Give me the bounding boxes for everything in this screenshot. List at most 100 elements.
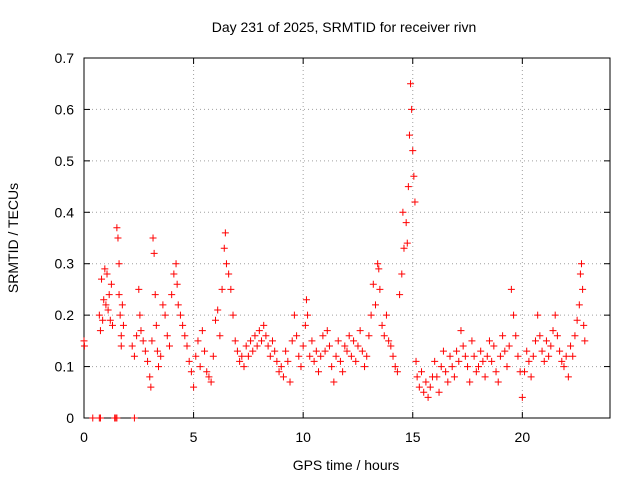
y-tick-label: 0.2 [55, 307, 75, 323]
data-point [404, 183, 412, 191]
data-point [371, 301, 379, 309]
data-point [203, 368, 211, 376]
data-point [343, 347, 351, 355]
data-point [407, 80, 415, 88]
data-point [255, 327, 263, 335]
data-point [558, 357, 566, 365]
data-point [205, 373, 213, 381]
data-point [424, 393, 432, 401]
data-point [387, 342, 395, 350]
data-point [358, 347, 366, 355]
data-point [393, 368, 401, 376]
data-point [363, 352, 371, 360]
data-point [325, 342, 333, 350]
data-point [455, 357, 463, 365]
data-point [396, 291, 404, 299]
data-point [105, 291, 113, 299]
data-point [222, 260, 230, 268]
data-point [426, 383, 434, 391]
data-point [151, 291, 159, 299]
x-tick-label: 15 [405, 429, 421, 445]
data-point [238, 352, 246, 360]
data-point [345, 332, 353, 340]
data-point [176, 311, 184, 319]
data-point [336, 357, 344, 365]
data-point [98, 275, 106, 283]
data-point [170, 270, 178, 278]
data-point [523, 347, 531, 355]
data-point [347, 352, 355, 360]
data-point [168, 291, 176, 299]
data-point [468, 337, 476, 345]
data-point [173, 280, 181, 288]
data-point [405, 131, 413, 139]
data-point [569, 352, 577, 360]
data-point [531, 337, 539, 345]
data-point [339, 368, 347, 376]
data-point [411, 198, 419, 206]
data-point [492, 368, 500, 376]
data-point [380, 332, 388, 340]
data-point [553, 332, 561, 340]
data-point [534, 311, 542, 319]
data-point [229, 311, 237, 319]
data-point [529, 352, 537, 360]
data-point [332, 352, 340, 360]
data-point [385, 337, 393, 345]
data-point [382, 311, 390, 319]
data-point [437, 363, 445, 371]
data-point [433, 373, 441, 381]
data-point [503, 363, 511, 371]
data-point [545, 352, 553, 360]
data-point [201, 347, 209, 355]
data-point [334, 337, 342, 345]
data-point [408, 105, 416, 113]
data-point [196, 363, 204, 371]
data-point [159, 301, 167, 309]
data-point [521, 368, 529, 376]
data-point [448, 363, 456, 371]
data-point [308, 337, 316, 345]
data-point [277, 363, 285, 371]
data-point [464, 363, 472, 371]
data-point [113, 224, 121, 232]
data-point [505, 342, 513, 350]
x-tick-label: 0 [80, 429, 88, 445]
data-point [116, 311, 124, 319]
data-point [198, 327, 206, 335]
data-point [571, 332, 579, 340]
data-point [518, 393, 526, 401]
data-point [442, 368, 450, 376]
data-point [525, 357, 533, 365]
data-point [216, 332, 224, 340]
data-point [317, 352, 325, 360]
data-point [209, 352, 217, 360]
data-point [459, 342, 467, 350]
data-point [108, 321, 116, 329]
data-point [103, 270, 111, 278]
data-point [153, 347, 161, 355]
data-point [304, 311, 312, 319]
data-point [375, 265, 383, 273]
data-point [135, 285, 143, 293]
data-point [266, 352, 274, 360]
data-point [286, 378, 294, 386]
data-point [99, 316, 107, 324]
data-point [527, 373, 535, 381]
data-point [376, 285, 384, 293]
data-point [221, 229, 229, 237]
data-point [192, 352, 200, 360]
data-point [100, 296, 108, 304]
data-point [477, 347, 485, 355]
data-point [499, 332, 507, 340]
data-point [578, 260, 586, 268]
data-point [297, 363, 305, 371]
data-point [374, 260, 382, 268]
data-point [551, 311, 559, 319]
data-point [268, 337, 276, 345]
data-point [580, 321, 588, 329]
data-point [181, 332, 189, 340]
data-point [190, 383, 198, 391]
data-point [439, 347, 447, 355]
data-point [507, 285, 515, 293]
